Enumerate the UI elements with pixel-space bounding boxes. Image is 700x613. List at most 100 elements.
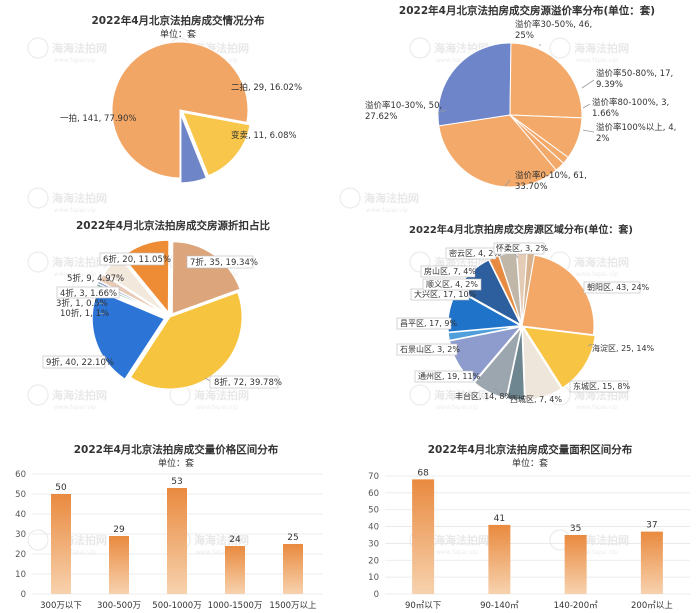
y-tick-label: 40 bbox=[368, 523, 379, 533]
pie-data-label: 东城区, 15, 8% bbox=[573, 381, 630, 391]
pie-data-label: 丰台区, 14, 8% bbox=[455, 391, 512, 401]
pie-data-label: 1.66% bbox=[592, 109, 619, 119]
pie1-unit: 单位：套 bbox=[160, 28, 196, 40]
watermark: 海海法拍网 www.fapai.vip bbox=[549, 37, 629, 64]
bar bbox=[51, 494, 71, 594]
x-tick-label: 90㎡以下 bbox=[405, 601, 442, 611]
bar-value-label: 29 bbox=[113, 525, 125, 535]
watermark-url: www.fapai.vip bbox=[576, 404, 618, 411]
pie-data-label: 5折, 9, 4.97% bbox=[67, 273, 124, 284]
label-box bbox=[583, 281, 641, 294]
pie-data-label: 二拍, 29, 16.02% bbox=[231, 82, 302, 93]
y-tick-label: 50 bbox=[368, 506, 379, 516]
watermark-url: www.fapai.vip bbox=[54, 404, 96, 411]
pie-data-label: 昌平区, 17, 9% bbox=[400, 319, 457, 328]
label-leader-line bbox=[98, 312, 105, 315]
pie-slice bbox=[438, 114, 557, 188]
bar bbox=[488, 524, 511, 594]
pie-chart-auction-round: 一拍, 141, 77.90% 二拍, 29, 16.02% 变卖, 11, 6.0… bbox=[60, 41, 302, 184]
watermark-url: www.fapai.vip bbox=[366, 207, 408, 214]
label-box bbox=[396, 317, 452, 330]
bar1-title: 2022年4月北京法拍房成交量价格区间分布 bbox=[74, 443, 279, 456]
bar-value-label: 41 bbox=[494, 514, 505, 524]
pie-slice bbox=[509, 42, 583, 119]
watermark-url: www.fapai.vip bbox=[436, 549, 478, 556]
pie-slice bbox=[447, 325, 521, 341]
watermark-url: www.fapai.vip bbox=[436, 57, 478, 64]
bar-value-label: 37 bbox=[646, 521, 657, 531]
label-leader-line bbox=[582, 129, 595, 133]
bar bbox=[109, 536, 129, 594]
pie-data-label: 9.39% bbox=[596, 80, 623, 90]
pie-data-label: 7折, 35, 19.34% bbox=[190, 257, 258, 268]
pie-slice bbox=[182, 111, 251, 177]
y-tick-label: 0 bbox=[21, 590, 26, 600]
label-box bbox=[99, 252, 165, 266]
pie-slice bbox=[509, 114, 565, 171]
x-tick-label: 1000-1500万 bbox=[208, 601, 263, 611]
watermark-brand: 海海法拍网 bbox=[52, 191, 107, 205]
pie-data-label: 4折, 3, 1.66% bbox=[60, 288, 117, 299]
watermark-url: www.fapai.vip bbox=[436, 404, 478, 411]
watermark-url: www.fapai.vip bbox=[576, 57, 618, 64]
watermark: 海海法拍网 www.fapai.vip bbox=[409, 384, 489, 411]
watermark-url: www.fapai.vip bbox=[576, 549, 618, 556]
watermark: 海海法拍网 www.fapai.vip bbox=[27, 37, 107, 64]
bar bbox=[225, 546, 245, 594]
pie-data-label: 8折, 72, 39.78% bbox=[214, 377, 282, 388]
watermark-url: www.fapai.vip bbox=[54, 549, 96, 556]
pie-data-label: 溢价率10-30%, 50, bbox=[365, 100, 442, 111]
pie-slice bbox=[473, 327, 522, 399]
bar bbox=[564, 535, 587, 594]
y-tick-label: 30 bbox=[15, 530, 26, 540]
label-box bbox=[209, 375, 279, 389]
bar-value-label: 24 bbox=[229, 535, 241, 545]
watermark-brand: 海海法拍网 bbox=[574, 255, 629, 269]
y-tick-label: 0 bbox=[374, 590, 379, 600]
pie-chart-premium-rate: 溢价率0-10%, 61,33.70% 溢价率10-30%, 50,27.62% 溢… bbox=[365, 19, 676, 192]
label-leader-line bbox=[514, 253, 519, 259]
pie-slice bbox=[506, 327, 526, 401]
bar-value-label: 68 bbox=[417, 468, 429, 478]
label-leader-line bbox=[493, 387, 501, 395]
label-box bbox=[569, 380, 629, 393]
pie-data-label: 一拍, 141, 77.90% bbox=[60, 113, 136, 124]
bar bbox=[167, 488, 187, 594]
label-box bbox=[396, 343, 458, 356]
y-tick-label: 60 bbox=[15, 470, 26, 480]
pie-data-label: 溢价率0-10%, 61, bbox=[515, 170, 587, 181]
pie3-title: 2022年4月北京法拍房成交房源折扣占比 bbox=[76, 219, 271, 232]
pie-data-label: 溢价率100%以上, 4, bbox=[596, 122, 676, 133]
x-tick-label: 1500万以上 bbox=[269, 601, 317, 611]
bar bbox=[640, 531, 663, 594]
pie-data-label: 大兴区, 17, 10% bbox=[414, 289, 477, 299]
label-leader-line bbox=[437, 109, 447, 114]
label-box bbox=[56, 286, 120, 299]
pie-data-label: 25% bbox=[515, 31, 534, 41]
watermark-brand: 海海法拍网 bbox=[574, 41, 629, 55]
pie-data-label: 西城区, 7, 4% bbox=[510, 395, 562, 404]
bar-value-label: 50 bbox=[55, 483, 67, 493]
pie-chart-discount: 8折, 72, 39.78% 9折, 40, 22.10% 10折, 1, 1%3折… bbox=[42, 239, 282, 390]
label-leader-line bbox=[97, 302, 105, 305]
y-tick-label: 60 bbox=[368, 489, 379, 499]
bar bbox=[412, 479, 435, 594]
label-box bbox=[422, 278, 482, 291]
bar-value-label: 53 bbox=[171, 477, 182, 487]
pie4-title: 2022年4月北京拍房成交房源区域分布(单位：套) bbox=[409, 223, 633, 236]
pie-data-label: 2% bbox=[596, 134, 610, 144]
label-leader-line bbox=[106, 278, 114, 283]
pie-data-label: 9折, 40, 22.10% bbox=[46, 357, 114, 368]
pie-data-label: 石景山区, 3, 2% bbox=[400, 344, 460, 354]
watermark-brand: 海海法拍网 bbox=[52, 255, 107, 269]
pie-slice bbox=[522, 326, 596, 389]
label-box bbox=[493, 242, 545, 255]
pie-data-label: 溢价率30-50%, 46, bbox=[515, 19, 592, 30]
pie-slice bbox=[180, 114, 207, 184]
watermark-brand: 海海法拍网 bbox=[364, 191, 419, 205]
bar bbox=[283, 544, 303, 594]
bar2-title: 2022年4月北京法拍房成交量面积区间分布 bbox=[428, 443, 633, 456]
label-box bbox=[186, 255, 254, 269]
x-tick-label: 300-500万 bbox=[97, 601, 141, 611]
